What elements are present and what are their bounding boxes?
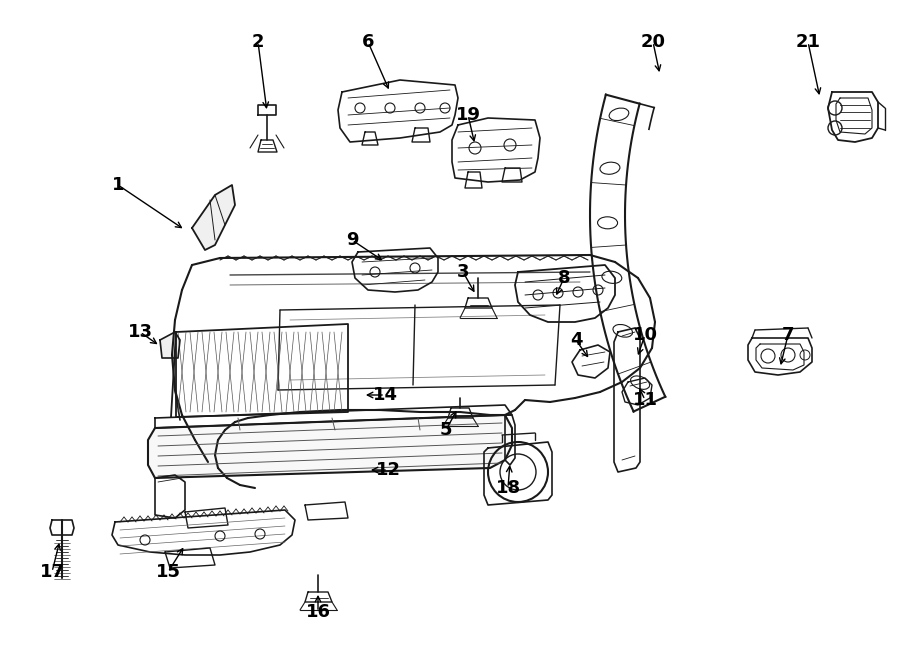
Text: 7: 7 <box>782 326 794 344</box>
Text: 18: 18 <box>495 479 520 497</box>
Text: 3: 3 <box>456 263 469 281</box>
Text: 14: 14 <box>373 386 398 404</box>
Text: 9: 9 <box>346 231 358 249</box>
Text: 16: 16 <box>305 603 330 621</box>
Text: 21: 21 <box>796 33 821 51</box>
Text: 6: 6 <box>362 33 374 51</box>
Text: 19: 19 <box>455 106 481 124</box>
Text: 13: 13 <box>128 323 152 341</box>
Text: 15: 15 <box>156 563 181 581</box>
Text: 20: 20 <box>641 33 665 51</box>
Text: 17: 17 <box>40 563 65 581</box>
Text: 11: 11 <box>633 391 658 409</box>
Polygon shape <box>160 332 180 358</box>
Text: 8: 8 <box>558 269 571 287</box>
Text: 5: 5 <box>440 421 452 439</box>
Text: 4: 4 <box>570 331 582 349</box>
Polygon shape <box>192 185 235 250</box>
Text: 2: 2 <box>252 33 265 51</box>
Text: 1: 1 <box>112 176 124 194</box>
Text: 10: 10 <box>633 326 658 344</box>
Text: 12: 12 <box>375 461 401 479</box>
Polygon shape <box>148 415 512 478</box>
